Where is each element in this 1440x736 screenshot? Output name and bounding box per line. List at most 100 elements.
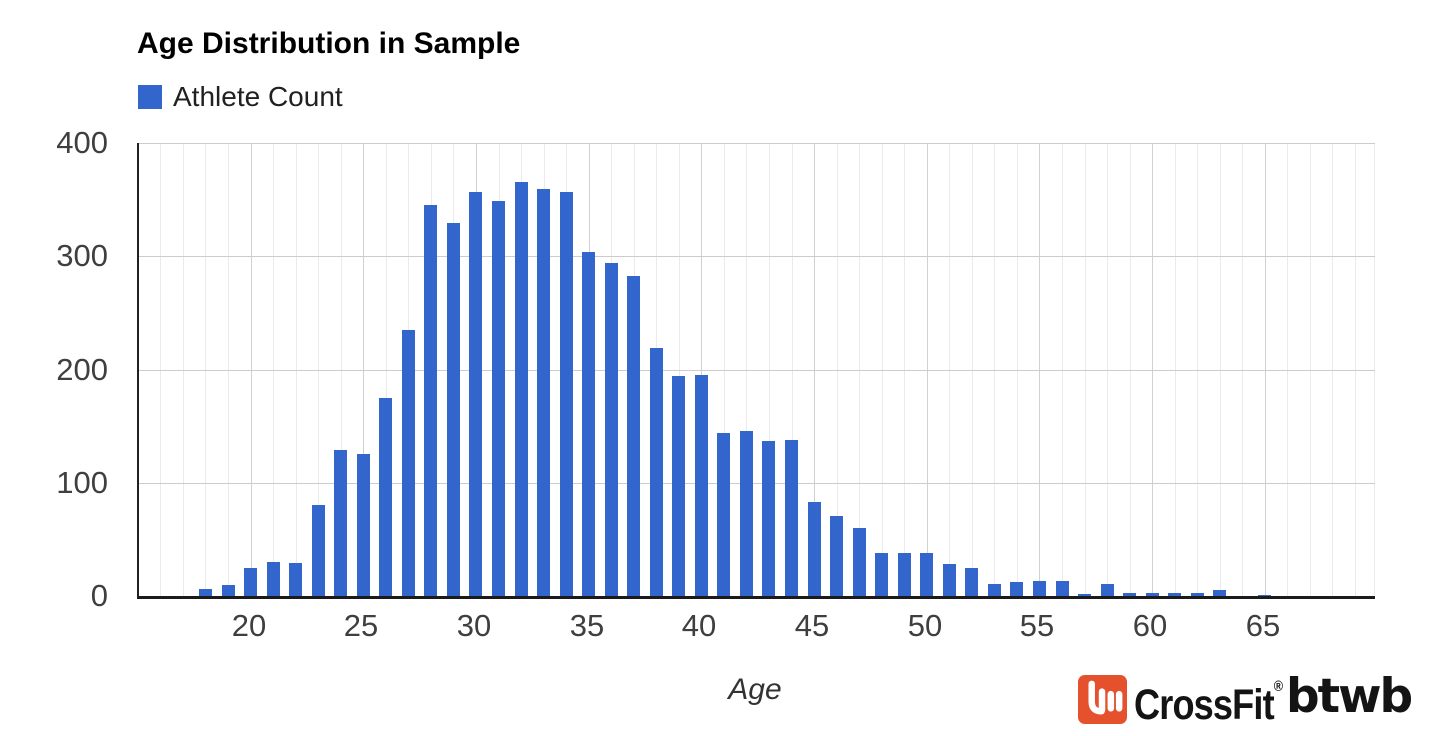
gridline-vertical-minor xyxy=(228,143,229,596)
gridline-vertical-minor xyxy=(341,143,342,596)
y-tick-label: 100 xyxy=(56,465,108,500)
bar-age-26[interactable] xyxy=(379,398,392,596)
bar-age-59[interactable] xyxy=(1123,593,1136,596)
bar-age-58[interactable] xyxy=(1101,584,1114,596)
btwb-bars-icon xyxy=(1078,675,1127,724)
bar-age-63[interactable] xyxy=(1213,590,1226,596)
bar-age-25[interactable] xyxy=(357,454,370,596)
bar-age-42[interactable] xyxy=(740,431,753,596)
bar-age-23[interactable] xyxy=(312,505,325,596)
gridline-vertical-minor xyxy=(769,143,770,596)
gridline-vertical-minor xyxy=(386,143,387,596)
bar-age-35[interactable] xyxy=(582,252,595,596)
bar-age-37[interactable] xyxy=(627,276,640,596)
y-tick-label: 200 xyxy=(56,352,108,387)
gridline-vertical-minor xyxy=(1310,143,1311,596)
gridline-vertical-minor xyxy=(904,143,905,596)
bar-age-22[interactable] xyxy=(289,563,302,596)
gridline-vertical-minor xyxy=(1062,143,1063,596)
x-tick-label: 60 xyxy=(1132,608,1168,643)
bar-age-53[interactable] xyxy=(988,584,1001,596)
gridline-vertical-minor xyxy=(205,143,206,596)
bar-age-34[interactable] xyxy=(560,192,573,596)
bar-age-33[interactable] xyxy=(537,189,550,596)
gridline-vertical-major xyxy=(1152,143,1153,596)
bar-age-44[interactable] xyxy=(785,440,798,596)
registered-trademark-mark: ® xyxy=(1273,678,1284,695)
bar-age-48[interactable] xyxy=(875,553,888,596)
gridline-vertical-minor xyxy=(679,143,680,596)
gridline-vertical-minor xyxy=(1374,143,1375,596)
bar-age-41[interactable] xyxy=(717,433,730,596)
gridline-vertical-major xyxy=(363,143,364,596)
crossfit-btwb-logo: CrossFit® btwb xyxy=(1078,668,1428,728)
bar-age-32[interactable] xyxy=(515,182,528,596)
bar-age-49[interactable] xyxy=(898,553,911,596)
bar-age-20[interactable] xyxy=(244,568,257,596)
gridline-vertical-minor xyxy=(1130,143,1131,596)
bar-age-40[interactable] xyxy=(695,375,708,596)
legend-swatch xyxy=(138,85,162,109)
x-tick-label: 65 xyxy=(1245,608,1281,643)
gridline-vertical-minor xyxy=(882,143,883,596)
gridline-vertical-major xyxy=(1265,143,1266,596)
gridline-vertical-major xyxy=(701,143,702,596)
bar-age-61[interactable] xyxy=(1168,593,1181,596)
bar-age-54[interactable] xyxy=(1010,582,1023,596)
x-tick-label: 45 xyxy=(794,608,830,643)
bar-age-47[interactable] xyxy=(853,528,866,596)
bar-age-50[interactable] xyxy=(920,553,933,596)
gridline-vertical-minor xyxy=(1197,143,1198,596)
gridline-vertical-minor xyxy=(746,143,747,596)
gridline-vertical-minor xyxy=(859,143,860,596)
y-tick-label: 400 xyxy=(56,125,108,160)
bar-age-21[interactable] xyxy=(267,562,280,596)
bar-age-45[interactable] xyxy=(808,502,821,596)
gridline-vertical-minor xyxy=(1355,143,1356,596)
bar-age-52[interactable] xyxy=(965,568,978,596)
gridline-vertical-minor xyxy=(994,143,995,596)
gridline-vertical-major xyxy=(927,143,928,596)
chart-title: Age Distribution in Sample xyxy=(137,27,521,60)
x-tick-label: 50 xyxy=(907,608,943,643)
bar-age-19[interactable] xyxy=(222,585,235,596)
bar-age-60[interactable] xyxy=(1146,593,1159,596)
gridline-vertical-minor xyxy=(792,143,793,596)
gridline-vertical-minor xyxy=(1085,143,1086,596)
btwb-wordmark: btwb xyxy=(1286,669,1413,724)
gridline-vertical-minor xyxy=(724,143,725,596)
gridline-vertical-minor xyxy=(318,143,319,596)
bar-age-31[interactable] xyxy=(492,201,505,596)
bar-age-39[interactable] xyxy=(672,376,685,596)
bar-age-30[interactable] xyxy=(469,192,482,596)
gridline-vertical-minor xyxy=(1017,143,1018,596)
bar-age-28[interactable] xyxy=(424,205,437,596)
bar-age-56[interactable] xyxy=(1056,581,1069,596)
bar-age-65[interactable] xyxy=(1258,595,1271,596)
gridline-vertical-minor xyxy=(1287,143,1288,596)
bar-age-51[interactable] xyxy=(943,564,956,596)
y-tick-label: 300 xyxy=(56,238,108,273)
bar-age-62[interactable] xyxy=(1191,593,1204,596)
gridline-vertical-minor xyxy=(160,143,161,596)
gridline-vertical-minor xyxy=(1220,143,1221,596)
gridline-vertical-major xyxy=(1039,143,1040,596)
gridline-vertical-minor xyxy=(837,143,838,596)
bar-age-55[interactable] xyxy=(1033,581,1046,596)
bar-age-38[interactable] xyxy=(650,348,663,596)
bar-age-27[interactable] xyxy=(402,330,415,596)
gridline-vertical-minor xyxy=(296,143,297,596)
x-tick-label: 30 xyxy=(456,608,492,643)
gridline-vertical-minor xyxy=(1107,143,1108,596)
bar-age-36[interactable] xyxy=(605,263,618,596)
bar-age-18[interactable] xyxy=(199,589,212,596)
bar-age-57[interactable] xyxy=(1078,594,1091,596)
gridline-vertical-minor xyxy=(273,143,274,596)
gridline-vertical-minor xyxy=(1175,143,1176,596)
x-tick-label: 25 xyxy=(343,608,379,643)
bar-age-24[interactable] xyxy=(334,450,347,596)
bar-age-29[interactable] xyxy=(447,223,460,596)
bar-age-43[interactable] xyxy=(762,441,775,596)
bar-age-46[interactable] xyxy=(830,516,843,596)
